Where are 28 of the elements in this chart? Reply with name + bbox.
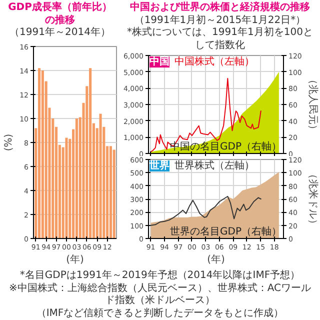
x-axis-title: (年) bbox=[207, 254, 225, 266]
bar bbox=[75, 118, 78, 238]
bar bbox=[65, 138, 68, 238]
series-label: 世界の名目GDP（右軸） bbox=[170, 226, 282, 238]
chart-title: 中国および世界の株価と経済規模の推移 bbox=[129, 2, 311, 14]
chart-title: GDP成長率（前年比）の推移 bbox=[8, 2, 112, 27]
bar bbox=[41, 70, 44, 238]
text: （IMFなど信頼できると判断したデータをもとに作成） bbox=[35, 308, 285, 320]
text: *名目GDPは1991年～2019年予想（2014年以降はIMF予想） bbox=[18, 270, 302, 282]
bar bbox=[38, 68, 41, 238]
bar bbox=[112, 150, 116, 238]
line-series bbox=[150, 78, 262, 152]
text: *株式については、1991年1月初を100として指数化 bbox=[127, 27, 313, 52]
bar bbox=[99, 114, 102, 238]
chart-subtitle: （1991年1月初～2015年1月22日*） bbox=[133, 14, 307, 26]
text: ※中国株式：上海総合指数（人民元ベース）、世界株式：ACワールド指数（米ドルベース） bbox=[8, 282, 312, 308]
y2-axis-title: （兆米ドル） bbox=[306, 169, 319, 229]
line-series bbox=[150, 196, 262, 226]
annotation: 世界 bbox=[148, 160, 170, 172]
x-axis-title: (年) bbox=[66, 254, 84, 266]
bar bbox=[89, 68, 92, 238]
y2-axis-title: （兆人民元） bbox=[306, 74, 319, 134]
text: 中国株式（左軸） bbox=[174, 56, 254, 68]
text: 世界株式（左軸） bbox=[174, 160, 254, 172]
y-axis-title: (%) bbox=[4, 134, 15, 152]
annotation: 中国 bbox=[150, 56, 170, 68]
chart-subtitle: （1991年～2014年） bbox=[8, 27, 112, 40]
bar bbox=[109, 146, 112, 238]
